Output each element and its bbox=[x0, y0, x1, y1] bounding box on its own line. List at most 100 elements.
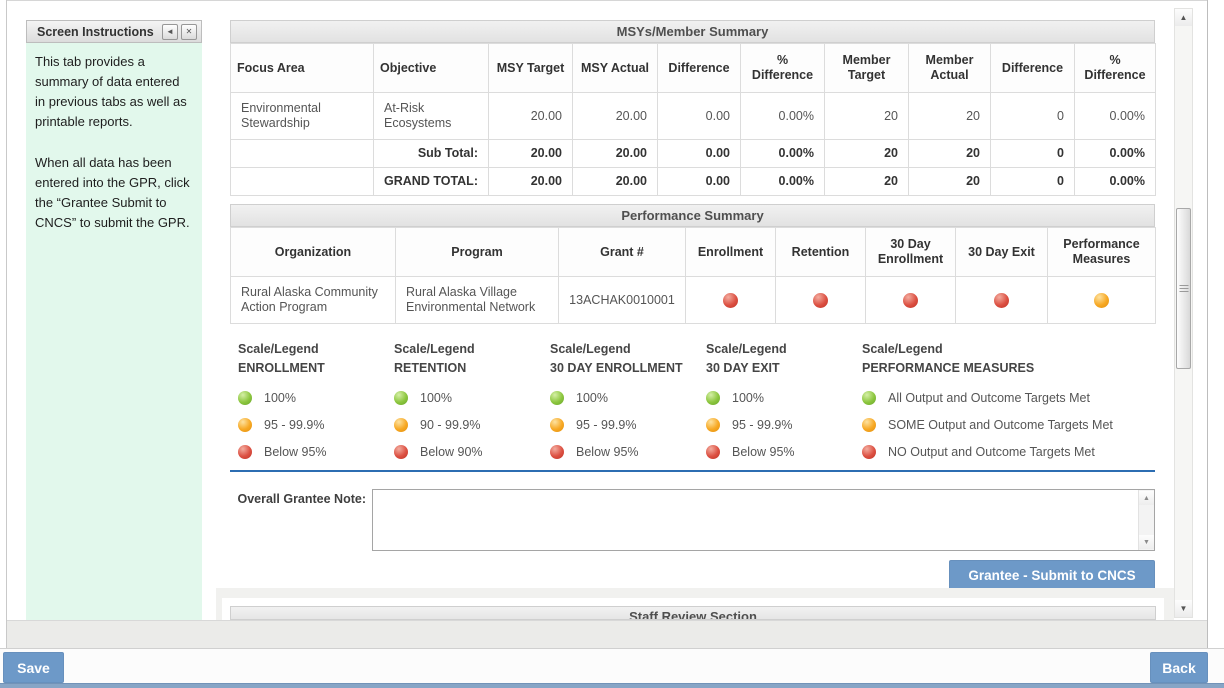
cell-retention-status bbox=[775, 276, 866, 324]
red-dot-icon bbox=[706, 445, 720, 459]
legend-name: 30 DAY EXIT bbox=[706, 361, 780, 375]
scroll-up-icon[interactable]: ▲ bbox=[1139, 491, 1154, 505]
30day-exit-status-dot bbox=[994, 292, 1009, 308]
scrollbar-grip-icon bbox=[1179, 284, 1188, 293]
window-border-top bbox=[6, 0, 1208, 1]
legend-item-label: Below 95% bbox=[732, 445, 795, 459]
legend-item-label: 95 - 99.9% bbox=[264, 418, 325, 432]
legend-item: 100% bbox=[706, 391, 862, 405]
performance-measures-status-dot bbox=[1094, 292, 1109, 308]
grandtotal-label: GRAND TOTAL: bbox=[373, 167, 489, 196]
msy-summary-table: Focus Area Objective MSY Target MSY Actu… bbox=[230, 43, 1156, 196]
subtotal-value: 20.00 bbox=[572, 139, 658, 168]
grandtotal-value: 20 bbox=[824, 167, 909, 196]
legend-title: Scale/Legend bbox=[238, 342, 319, 356]
overall-grantee-note-label: Overall Grantee Note: bbox=[237, 492, 366, 506]
section-divider bbox=[230, 470, 1155, 472]
cell-difference-2: 0 bbox=[990, 92, 1075, 140]
legend-title: Scale/Legend bbox=[394, 342, 475, 356]
performance-summary-caption: Performance Summary bbox=[230, 204, 1155, 227]
screen-instructions-header: Screen Instructions ◄ ✕ bbox=[26, 20, 202, 43]
scrollbar-thumb[interactable] bbox=[1176, 208, 1191, 369]
grandtotal-value: 20.00 bbox=[488, 167, 573, 196]
col-pct-difference-2: % Difference bbox=[1074, 43, 1156, 93]
legend-item: 95 - 99.9% bbox=[706, 418, 862, 432]
legend-30day-exit: Scale/Legend 30 DAY EXIT 100% 95 - 99.9%… bbox=[706, 340, 862, 459]
overall-grantee-note-section: Overall Grantee Note: ▲ ▼ bbox=[230, 489, 1155, 551]
subtotal-value: 20 bbox=[908, 139, 991, 168]
yellow-dot-icon bbox=[550, 418, 564, 432]
performance-header-row: Organization Program Grant # Enrollment … bbox=[230, 227, 1156, 277]
legend-title: Scale/Legend bbox=[550, 342, 631, 356]
scrollbar-up-icon[interactable]: ▲ bbox=[1175, 9, 1192, 26]
legend-enrollment: Scale/Legend ENROLLMENT 100% 95 - 99.9% … bbox=[238, 340, 394, 459]
empty-cell bbox=[230, 167, 374, 196]
green-dot-icon bbox=[550, 391, 564, 405]
legend-item-label: 90 - 99.9% bbox=[420, 418, 481, 432]
close-icon: ✕ bbox=[185, 27, 193, 36]
red-dot-icon bbox=[394, 445, 408, 459]
col-difference-2: Difference bbox=[990, 43, 1075, 93]
msy-header-row: Focus Area Objective MSY Target MSY Actu… bbox=[230, 43, 1156, 93]
green-dot-icon bbox=[706, 391, 720, 405]
viewport-bottom-strip bbox=[7, 620, 1207, 648]
retention-status-dot bbox=[813, 292, 828, 308]
save-button[interactable]: Save bbox=[3, 652, 64, 683]
legend-item-label: 100% bbox=[732, 391, 764, 405]
grandtotal-value: 0 bbox=[990, 167, 1075, 196]
collapse-left-icon: ◄ bbox=[166, 27, 174, 36]
legend-item-label: Below 95% bbox=[264, 445, 327, 459]
close-panel-button[interactable]: ✕ bbox=[181, 23, 197, 40]
legend-item: Below 95% bbox=[706, 445, 862, 459]
scroll-down-icon[interactable]: ▼ bbox=[1139, 535, 1154, 549]
cell-member-target: 20 bbox=[824, 92, 909, 140]
col-difference: Difference bbox=[657, 43, 741, 93]
subtotal-value: 0.00% bbox=[1074, 139, 1156, 168]
legend-item: Below 90% bbox=[394, 445, 550, 459]
green-dot-icon bbox=[394, 391, 408, 405]
cell-msy-actual: 20.00 bbox=[572, 92, 658, 140]
yellow-dot-icon bbox=[238, 418, 252, 432]
main-content: MSYs/Member Summary Focus Area Objective… bbox=[230, 20, 1156, 590]
screen-instructions-panel: Screen Instructions ◄ ✕ This tab provide… bbox=[26, 20, 202, 620]
window-border-left bbox=[6, 0, 7, 648]
col-retention: Retention bbox=[775, 227, 866, 277]
scale-legend-section: Scale/Legend ENROLLMENT 100% 95 - 99.9% … bbox=[238, 340, 1155, 459]
overall-grantee-note-input[interactable] bbox=[373, 490, 1137, 550]
col-30day-exit: 30 Day Exit bbox=[955, 227, 1048, 277]
legend-name: RETENTION bbox=[394, 361, 467, 375]
col-30day-enrollment: 30 Day Enrollment bbox=[865, 227, 956, 277]
col-pct-difference: % Difference bbox=[740, 43, 825, 93]
legend-title: Scale/Legend bbox=[706, 342, 787, 356]
msy-subtotal-row: Sub Total: 20.00 20.00 0.00 0.00% 20 20 … bbox=[230, 139, 1156, 168]
performance-data-row: Rural Alaska Community Action Program Ru… bbox=[230, 276, 1156, 324]
cell-performance-measures-status bbox=[1047, 276, 1156, 324]
back-button[interactable]: Back bbox=[1150, 652, 1208, 683]
textarea-scrollbar[interactable]: ▲ ▼ bbox=[1138, 490, 1154, 550]
enrollment-status-dot bbox=[723, 292, 738, 308]
col-program: Program bbox=[395, 227, 559, 277]
legend-item: Below 95% bbox=[550, 445, 706, 459]
subtotal-value: 20.00 bbox=[488, 139, 573, 168]
cell-focus-area: Environmental Stewardship bbox=[230, 92, 374, 140]
yellow-dot-icon bbox=[706, 418, 720, 432]
legend-name: PERFORMANCE MEASURES bbox=[862, 361, 1035, 375]
legend-item: 100% bbox=[238, 391, 394, 405]
subtotal-label: Sub Total: bbox=[373, 139, 489, 168]
instructions-paragraph-2: When all data has been entered into the … bbox=[35, 154, 190, 230]
yellow-dot-icon bbox=[394, 418, 408, 432]
grandtotal-value: 20.00 bbox=[572, 167, 658, 196]
grandtotal-value: 0.00 bbox=[657, 167, 741, 196]
scrollbar-down-icon[interactable]: ▼ bbox=[1175, 600, 1192, 617]
grandtotal-value: 20 bbox=[908, 167, 991, 196]
msy-summary-caption: MSYs/Member Summary bbox=[230, 20, 1155, 43]
performance-summary-table: Organization Program Grant # Enrollment … bbox=[230, 227, 1156, 324]
empty-cell bbox=[230, 139, 374, 168]
legend-name: ENROLLMENT bbox=[238, 361, 325, 375]
grandtotal-value: 0.00% bbox=[740, 167, 825, 196]
main-scrollbar[interactable]: ▲ ▼ bbox=[1174, 8, 1193, 618]
legend-retention: Scale/Legend RETENTION 100% 90 - 99.9% B… bbox=[394, 340, 550, 459]
collapse-panel-button[interactable]: ◄ bbox=[162, 23, 178, 40]
grantee-submit-button[interactable]: Grantee - Submit to CNCS bbox=[949, 560, 1155, 590]
legend-item-label: Below 90% bbox=[420, 445, 483, 459]
